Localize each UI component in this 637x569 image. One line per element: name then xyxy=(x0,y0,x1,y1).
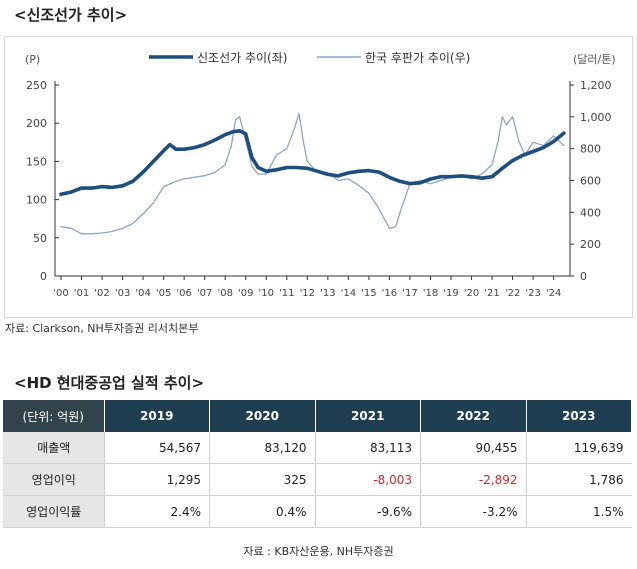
table-row: 영업이익 1,295 325 -8,003 -2,892 1,786 xyxy=(3,463,632,496)
table-row: 영업이익률 2.4% 0.4% -9.6% -3.2% 1.5% xyxy=(3,495,632,528)
year-header: 2020 xyxy=(209,400,316,432)
left-axis-unit: (P) xyxy=(25,53,40,66)
x-tick-label: '18 xyxy=(423,288,438,299)
x-tick-label: '09 xyxy=(238,288,253,299)
table-header-row: (단위: 억원) 2019 2020 2021 2022 2023 xyxy=(3,400,632,432)
performance-table: (단위: 억원) 2019 2020 2021 2022 2023 매출액 54… xyxy=(3,400,632,528)
x-tick-label: '24 xyxy=(546,288,561,299)
left-tick-label: 200 xyxy=(26,117,47,130)
right-tick-label: 600 xyxy=(580,175,601,188)
x-tick-label: '10 xyxy=(259,288,274,299)
year-header: 2021 xyxy=(315,400,421,432)
x-tick-label: '04 xyxy=(135,288,150,299)
table-cell: 1,295 xyxy=(104,463,210,496)
x-tick-label: '20 xyxy=(464,288,479,299)
table-cell: 325 xyxy=(209,463,316,496)
left-tick-label: 100 xyxy=(26,194,47,207)
x-tick-label: '15 xyxy=(361,288,376,299)
chart-source: 자료: Clarkson, NH투자증권 리서치본부 xyxy=(5,322,199,335)
table-cell: 83,120 xyxy=(209,432,316,464)
row-label: 매출액 xyxy=(3,432,105,464)
table-row: 매출액 54,567 83,120 83,113 90,455 119,639 xyxy=(3,432,632,464)
right-axis-unit: (달러/톤) xyxy=(573,53,616,66)
year-header: 2019 xyxy=(104,400,210,432)
x-tick-label: '14 xyxy=(341,288,356,299)
right-tick-label: 1,000 xyxy=(580,111,612,124)
table-cell: -3.2% xyxy=(420,495,527,528)
x-tick-label: '13 xyxy=(320,288,335,299)
right-tick-label: 800 xyxy=(580,143,601,156)
x-tick-label: '02 xyxy=(94,288,109,299)
table-cell: 54,567 xyxy=(104,432,210,464)
legend-label-newbuild: 신조선가 추이(좌) xyxy=(197,51,287,65)
right-tick-label: 200 xyxy=(580,238,601,251)
table-cell: 119,639 xyxy=(526,432,632,464)
x-tick-label: '01 xyxy=(74,288,89,299)
line-chart: (P) (달러/톤) 0 50 100 150 200 250 0 200 400 600 800 1,0… xyxy=(25,51,616,299)
year-header: 2023 xyxy=(526,400,632,432)
table-cell: 90,455 xyxy=(420,432,527,464)
series-line-plate-price xyxy=(60,113,565,235)
x-tick-label: '03 xyxy=(115,288,130,299)
unit-header: (단위: 억원) xyxy=(3,400,105,432)
table-cell: -9.6% xyxy=(315,495,421,528)
table-source: 자료 : KB자산운용, NH투자증권 xyxy=(243,545,394,558)
left-tick-label: 50 xyxy=(33,232,47,245)
x-tick-label: '12 xyxy=(300,288,315,299)
table-cell-negative: -8,003 xyxy=(315,463,421,496)
x-tick-label: '07 xyxy=(197,288,212,299)
left-tick-label: 250 xyxy=(26,79,47,92)
table-title: <HD 현대중공업 실적 추이> xyxy=(14,374,205,392)
year-header: 2022 xyxy=(420,400,527,432)
x-tick-label: '16 xyxy=(382,288,397,299)
table-cell: 83,113 xyxy=(315,432,421,464)
right-tick-label: 1,200 xyxy=(580,79,612,92)
series-line-newbuild-price xyxy=(59,129,566,197)
x-tick-label: '23 xyxy=(525,288,540,299)
x-tick-label: '21 xyxy=(484,288,499,299)
right-tick-label: 400 xyxy=(580,206,601,219)
x-tick-label: '11 xyxy=(279,288,294,299)
table-cell: 1,786 xyxy=(526,463,632,496)
row-label: 영업이익 xyxy=(3,463,105,496)
left-tick-label: 150 xyxy=(26,155,47,168)
chart-panel: (P) (달러/톤) 0 50 100 150 200 250 0 200 400 600 800 1,0… xyxy=(4,36,633,318)
table-cell: 1.5% xyxy=(526,495,632,528)
row-label: 영업이익률 xyxy=(3,495,105,528)
x-tick-label: '19 xyxy=(443,288,458,299)
table-cell: 2.4% xyxy=(104,495,210,528)
x-tick-label: '05 xyxy=(156,288,171,299)
chart-title: <신조선가 추이> xyxy=(14,6,128,24)
table-cell: 0.4% xyxy=(209,495,316,528)
x-tick-label: '22 xyxy=(505,288,520,299)
x-tick-label: '17 xyxy=(402,288,417,299)
x-tick-label: '06 xyxy=(176,288,191,299)
table-cell-negative: -2,892 xyxy=(420,463,527,496)
legend-label-plate: 한국 후판가 추이(우) xyxy=(365,51,470,65)
left-tick-label: 0 xyxy=(40,270,47,283)
x-tick-label: '08 xyxy=(217,288,232,299)
right-tick-label: 0 xyxy=(580,270,587,283)
x-tick-label: '00 xyxy=(53,288,68,299)
